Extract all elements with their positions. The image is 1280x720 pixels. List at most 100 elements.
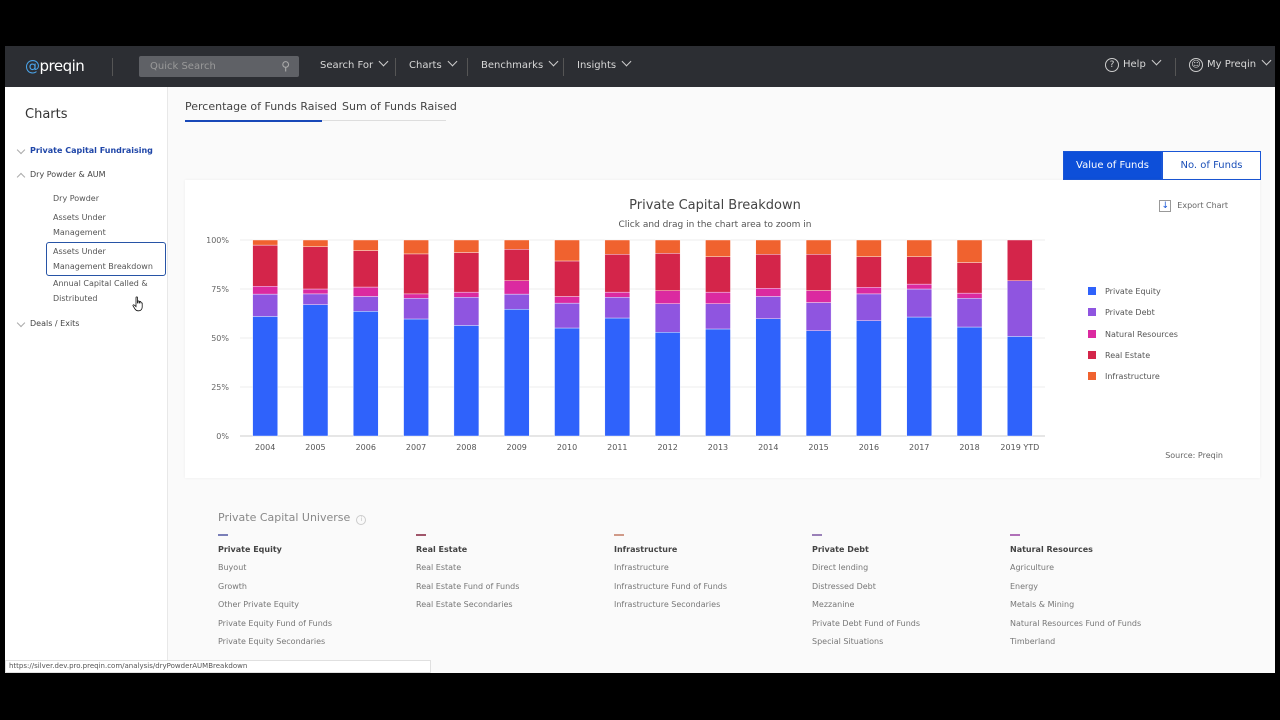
bar-segment-private-debt[interactable] xyxy=(1007,280,1033,337)
bar-segment-private-debt[interactable] xyxy=(504,293,530,310)
bar-segment-infrastructure[interactable] xyxy=(755,239,781,255)
value-of-funds-button[interactable]: Value of Funds xyxy=(1063,151,1162,180)
bar-segment-natural-resources[interactable] xyxy=(554,296,580,304)
sidebar-item-aum-breakdown[interactable]: Assets Under Management Breakdown xyxy=(46,242,166,276)
bar-segment-private-equity[interactable] xyxy=(755,318,781,437)
bar-segment-private-equity[interactable] xyxy=(403,318,429,437)
search-icon[interactable]: ⚲ xyxy=(281,59,290,73)
universe-link[interactable]: Growth xyxy=(218,581,247,591)
bar-segment-infrastructure[interactable] xyxy=(353,239,379,251)
universe-link[interactable]: Other Private Equity xyxy=(218,600,299,609)
stacked-bar-chart[interactable]: 0% 25% 50% 75% 100% 2004 2005 2006 2007 2008 2009 2… xyxy=(185,180,1260,478)
sidebar-group-private-capital-fundraising[interactable]: Private Capital Fundraising xyxy=(16,143,153,158)
bar-segment-real-estate[interactable] xyxy=(956,262,983,294)
bar-segment-natural-resources[interactable] xyxy=(654,290,681,304)
bar-segment-natural-resources[interactable] xyxy=(453,291,480,298)
nav-insights[interactable]: Insights xyxy=(577,56,632,71)
bar-segment-infrastructure[interactable] xyxy=(403,239,429,255)
bar-segment-infrastructure[interactable] xyxy=(504,239,530,250)
bar-segment-private-equity[interactable] xyxy=(1007,336,1033,437)
tab-percentage-of-funds-raised[interactable]: Percentage of Funds Raised xyxy=(185,100,337,122)
bar-segment-real-estate[interactable] xyxy=(252,244,278,287)
bar-segment-natural-resources[interactable] xyxy=(604,291,631,298)
nav-search-for[interactable]: Search For xyxy=(320,56,389,71)
bar-segment-natural-resources[interactable] xyxy=(856,287,882,295)
universe-link[interactable]: Metals & Mining xyxy=(1010,600,1075,609)
bar-segment-infrastructure[interactable] xyxy=(956,239,983,263)
universe-link[interactable]: Private Debt Fund of Funds xyxy=(812,618,921,628)
bar-segment-real-estate[interactable] xyxy=(453,252,480,293)
bar-segment-real-estate[interactable] xyxy=(755,254,781,289)
bar-segment-real-estate[interactable] xyxy=(554,260,580,297)
bar-segment-natural-resources[interactable] xyxy=(353,286,379,297)
bar-segment-private-debt[interactable] xyxy=(403,298,429,320)
universe-link[interactable]: Private Equity Secondaries xyxy=(218,637,326,646)
legend-item[interactable]: Private Equity xyxy=(1088,287,1161,296)
bar-segment-real-estate[interactable] xyxy=(906,256,932,285)
universe-link[interactable]: Distressed Debt xyxy=(812,581,876,591)
legend-item[interactable]: Real Estate xyxy=(1088,350,1150,360)
legend-item[interactable]: Natural Resources xyxy=(1088,329,1178,339)
bar-segment-private-equity[interactable] xyxy=(805,330,832,437)
universe-link[interactable]: Mezzanine xyxy=(812,600,855,609)
nav-benchmarks[interactable]: Benchmarks xyxy=(481,56,559,71)
universe-link[interactable]: Real Estate xyxy=(416,563,462,572)
bar-segment-private-equity[interactable] xyxy=(453,325,480,437)
bar-segment-private-debt[interactable] xyxy=(604,297,631,319)
bar-segment-real-estate[interactable] xyxy=(654,253,681,291)
bar-segment-infrastructure[interactable] xyxy=(906,239,932,257)
universe-link[interactable]: Real Estate Secondaries xyxy=(416,600,513,609)
bar-segment-private-equity[interactable] xyxy=(956,326,983,437)
bar-segment-private-debt[interactable] xyxy=(353,296,379,312)
bar-segment-private-equity[interactable] xyxy=(705,328,731,437)
nav-help[interactable]: ? Help xyxy=(1105,55,1162,72)
bar-segment-private-debt[interactable] xyxy=(453,297,480,326)
bar-segment-infrastructure[interactable] xyxy=(705,239,731,257)
bar-segment-private-debt[interactable] xyxy=(906,288,932,318)
bar-segment-infrastructure[interactable] xyxy=(604,239,631,255)
bar-segment-real-estate[interactable] xyxy=(302,246,329,290)
bar-segment-infrastructure[interactable] xyxy=(654,239,681,254)
bar-segment-private-equity[interactable] xyxy=(302,304,329,437)
bar-segment-natural-resources[interactable] xyxy=(805,290,832,303)
bar-segment-real-estate[interactable] xyxy=(604,254,631,293)
bar-segment-private-debt[interactable] xyxy=(755,296,781,319)
universe-link[interactable]: Private Equity Fund of Funds xyxy=(218,618,333,628)
bar-segment-private-equity[interactable] xyxy=(252,316,278,437)
bar-segment-private-debt[interactable] xyxy=(956,298,983,328)
universe-link[interactable]: Energy xyxy=(1010,581,1039,591)
bar-segment-real-estate[interactable] xyxy=(856,256,882,288)
legend-item[interactable]: Private Debt xyxy=(1088,308,1155,317)
universe-link[interactable]: Infrastructure Fund of Funds xyxy=(614,581,728,591)
bar-segment-private-equity[interactable] xyxy=(353,311,379,437)
bar-segment-private-equity[interactable] xyxy=(906,316,932,437)
tab-sum-of-funds-raised[interactable]: Sum of Funds Raised xyxy=(322,100,457,121)
sidebar-group-dry-powder-aum[interactable]: Dry Powder & AUM xyxy=(16,167,106,182)
sidebar-item-dry-powder[interactable]: Dry Powder xyxy=(53,194,99,203)
sidebar-item-aum[interactable]: Assets Under Management xyxy=(53,213,106,237)
bar-segment-private-debt[interactable] xyxy=(302,293,329,305)
universe-link[interactable]: Buyout xyxy=(218,563,247,572)
bar-segment-natural-resources[interactable] xyxy=(705,291,731,304)
no-of-funds-button[interactable]: No. of Funds xyxy=(1162,151,1261,180)
bar-segment-real-estate[interactable] xyxy=(705,256,731,293)
bar-segment-private-equity[interactable] xyxy=(856,320,882,437)
bar-segment-private-equity[interactable] xyxy=(504,308,530,437)
bar-segment-private-debt[interactable] xyxy=(252,293,278,317)
sidebar-group-deals-exits[interactable]: Deals / Exits xyxy=(16,316,79,331)
bar-segment-natural-resources[interactable] xyxy=(403,293,429,299)
bar-segment-real-estate[interactable] xyxy=(353,250,379,288)
bar-segment-infrastructure[interactable] xyxy=(805,239,832,255)
bar-segment-natural-resources[interactable] xyxy=(755,288,781,297)
bar-segment-natural-resources[interactable] xyxy=(906,283,932,290)
preqin-logo[interactable]: @preqin xyxy=(25,57,85,75)
bar-segment-natural-resources[interactable] xyxy=(302,288,329,295)
bar-segment-infrastructure[interactable] xyxy=(302,239,329,247)
bar-segment-real-estate[interactable] xyxy=(403,253,429,295)
bar-segment-real-estate[interactable] xyxy=(504,249,530,281)
universe-link[interactable]: Infrastructure Secondaries xyxy=(614,600,721,609)
bar-segment-private-debt[interactable] xyxy=(554,302,580,329)
sidebar-item-capital-called[interactable]: Annual Capital Called & Distributed xyxy=(53,279,148,303)
universe-link[interactable]: Infrastructure xyxy=(614,563,669,572)
bar-segment-natural-resources[interactable] xyxy=(956,292,983,299)
